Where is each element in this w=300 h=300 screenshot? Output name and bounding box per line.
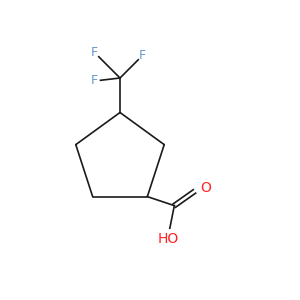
Text: F: F (139, 49, 146, 62)
Text: F: F (91, 74, 98, 88)
Text: F: F (91, 46, 98, 59)
Text: O: O (200, 181, 211, 195)
Text: HO: HO (158, 232, 179, 246)
